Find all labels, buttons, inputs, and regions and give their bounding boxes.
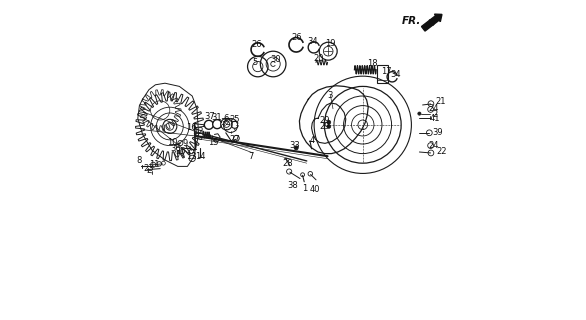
- Text: 35: 35: [175, 147, 186, 156]
- Text: 23: 23: [143, 164, 154, 173]
- Text: 39: 39: [432, 128, 443, 137]
- Text: 2: 2: [433, 110, 438, 119]
- Text: 41: 41: [430, 114, 440, 123]
- Circle shape: [327, 124, 331, 128]
- Text: 30: 30: [270, 55, 281, 64]
- Text: 7: 7: [248, 152, 254, 161]
- Text: 18: 18: [367, 59, 377, 68]
- Text: 40: 40: [309, 185, 320, 194]
- Text: 20: 20: [313, 54, 323, 63]
- Circle shape: [327, 120, 331, 124]
- Circle shape: [294, 146, 298, 150]
- Text: 5: 5: [252, 58, 257, 67]
- Text: 36: 36: [170, 144, 180, 153]
- Text: 29: 29: [320, 122, 331, 131]
- Text: 13: 13: [186, 152, 196, 161]
- Text: 29: 29: [320, 116, 331, 125]
- Text: 26: 26: [291, 33, 302, 42]
- Text: 25: 25: [230, 115, 240, 124]
- Text: 28: 28: [282, 159, 292, 168]
- Text: 26: 26: [252, 40, 263, 49]
- FancyArrow shape: [421, 14, 442, 31]
- Text: 24: 24: [428, 141, 439, 150]
- Text: 33: 33: [289, 141, 300, 150]
- Text: 3: 3: [328, 91, 333, 100]
- Text: 19: 19: [325, 39, 336, 48]
- Text: 14: 14: [195, 152, 206, 161]
- Text: 31: 31: [211, 113, 222, 122]
- Text: 4: 4: [309, 136, 315, 145]
- Text: 22: 22: [437, 148, 447, 156]
- Text: 27: 27: [230, 135, 240, 144]
- Text: 10: 10: [167, 138, 178, 147]
- Text: 34: 34: [307, 37, 318, 46]
- Text: 24: 24: [428, 104, 439, 113]
- Text: 6: 6: [223, 114, 229, 123]
- Text: 37: 37: [205, 112, 215, 121]
- Circle shape: [418, 112, 421, 115]
- Text: 34: 34: [391, 70, 401, 79]
- Text: 9: 9: [182, 140, 188, 148]
- Text: 11: 11: [149, 160, 160, 169]
- Text: 15: 15: [209, 138, 219, 147]
- Text: 38: 38: [288, 181, 298, 190]
- Text: 1: 1: [302, 184, 307, 193]
- Text: 12: 12: [193, 127, 204, 136]
- Text: 17: 17: [381, 67, 392, 76]
- Text: 32: 32: [220, 118, 231, 127]
- Text: 8: 8: [136, 156, 141, 165]
- Text: 21: 21: [435, 97, 445, 106]
- Text: FR.: FR.: [401, 16, 421, 26]
- Text: 16: 16: [186, 123, 197, 132]
